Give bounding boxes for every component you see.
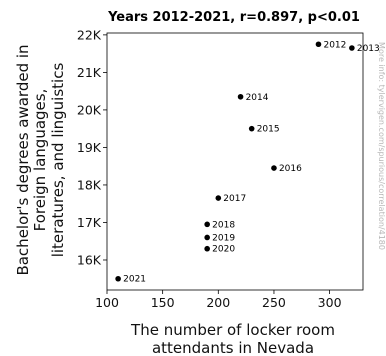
data-label: 2013 [357, 44, 380, 54]
x-tick-label: 200 [206, 295, 230, 310]
data-point [204, 245, 210, 252]
y-tick-label: 18K [77, 177, 102, 192]
y-tick-label: 17K [77, 215, 102, 230]
plot-frame [106, 32, 364, 291]
data-point [237, 93, 244, 100]
data-point [204, 221, 210, 228]
y-axis-label-line-1: Bachelor's degrees awarded in [14, 44, 32, 275]
y-tick-label: 20K [77, 102, 102, 117]
x-tick-label: 300 [318, 295, 342, 310]
x-axis-label-line-1: The number of locker room [130, 321, 335, 339]
data-label: 2019 [212, 233, 235, 243]
y-tick-label: 16K [77, 252, 102, 267]
y-tick-label: 19K [77, 140, 102, 155]
data-point [115, 275, 121, 282]
x-axis-label-line-2: attendants in Nevada [152, 339, 314, 356]
data-label: 2020 [212, 245, 235, 255]
y-axis-label-line-2: Foreign languages, [31, 89, 49, 232]
plot-area: 100 150 200 250 300 16K 17K 18K 19K 20K 21K 22K 2012… [77, 27, 380, 310]
data-point [215, 195, 222, 201]
data-point [271, 165, 277, 171]
data-point [315, 41, 322, 48]
chart-title: Years 2012-2021, r=0.897, p<0.01 [107, 10, 360, 25]
x-tick-label: 150 [151, 295, 175, 310]
data-label: 2015 [257, 125, 280, 135]
data-label: 2016 [279, 164, 302, 174]
y-tick-label: 22K [77, 27, 102, 42]
watermark-text: More info: tylervigen.com/spurious/corre… [377, 42, 386, 250]
data-label: 2014 [246, 93, 269, 103]
data-point [248, 125, 255, 132]
data-label: 2018 [212, 220, 235, 230]
y-tick-label: 21K [77, 65, 102, 80]
data-label: 2021 [123, 275, 146, 285]
y-axis-label-line-3: literatures, and linguistics [49, 63, 67, 258]
data-label: 2012 [323, 40, 346, 50]
x-tick-label: 250 [262, 295, 286, 310]
data-point [204, 234, 210, 241]
x-tick-label: 100 [95, 295, 119, 310]
data-point [349, 45, 355, 51]
data-label: 2017 [223, 194, 246, 204]
